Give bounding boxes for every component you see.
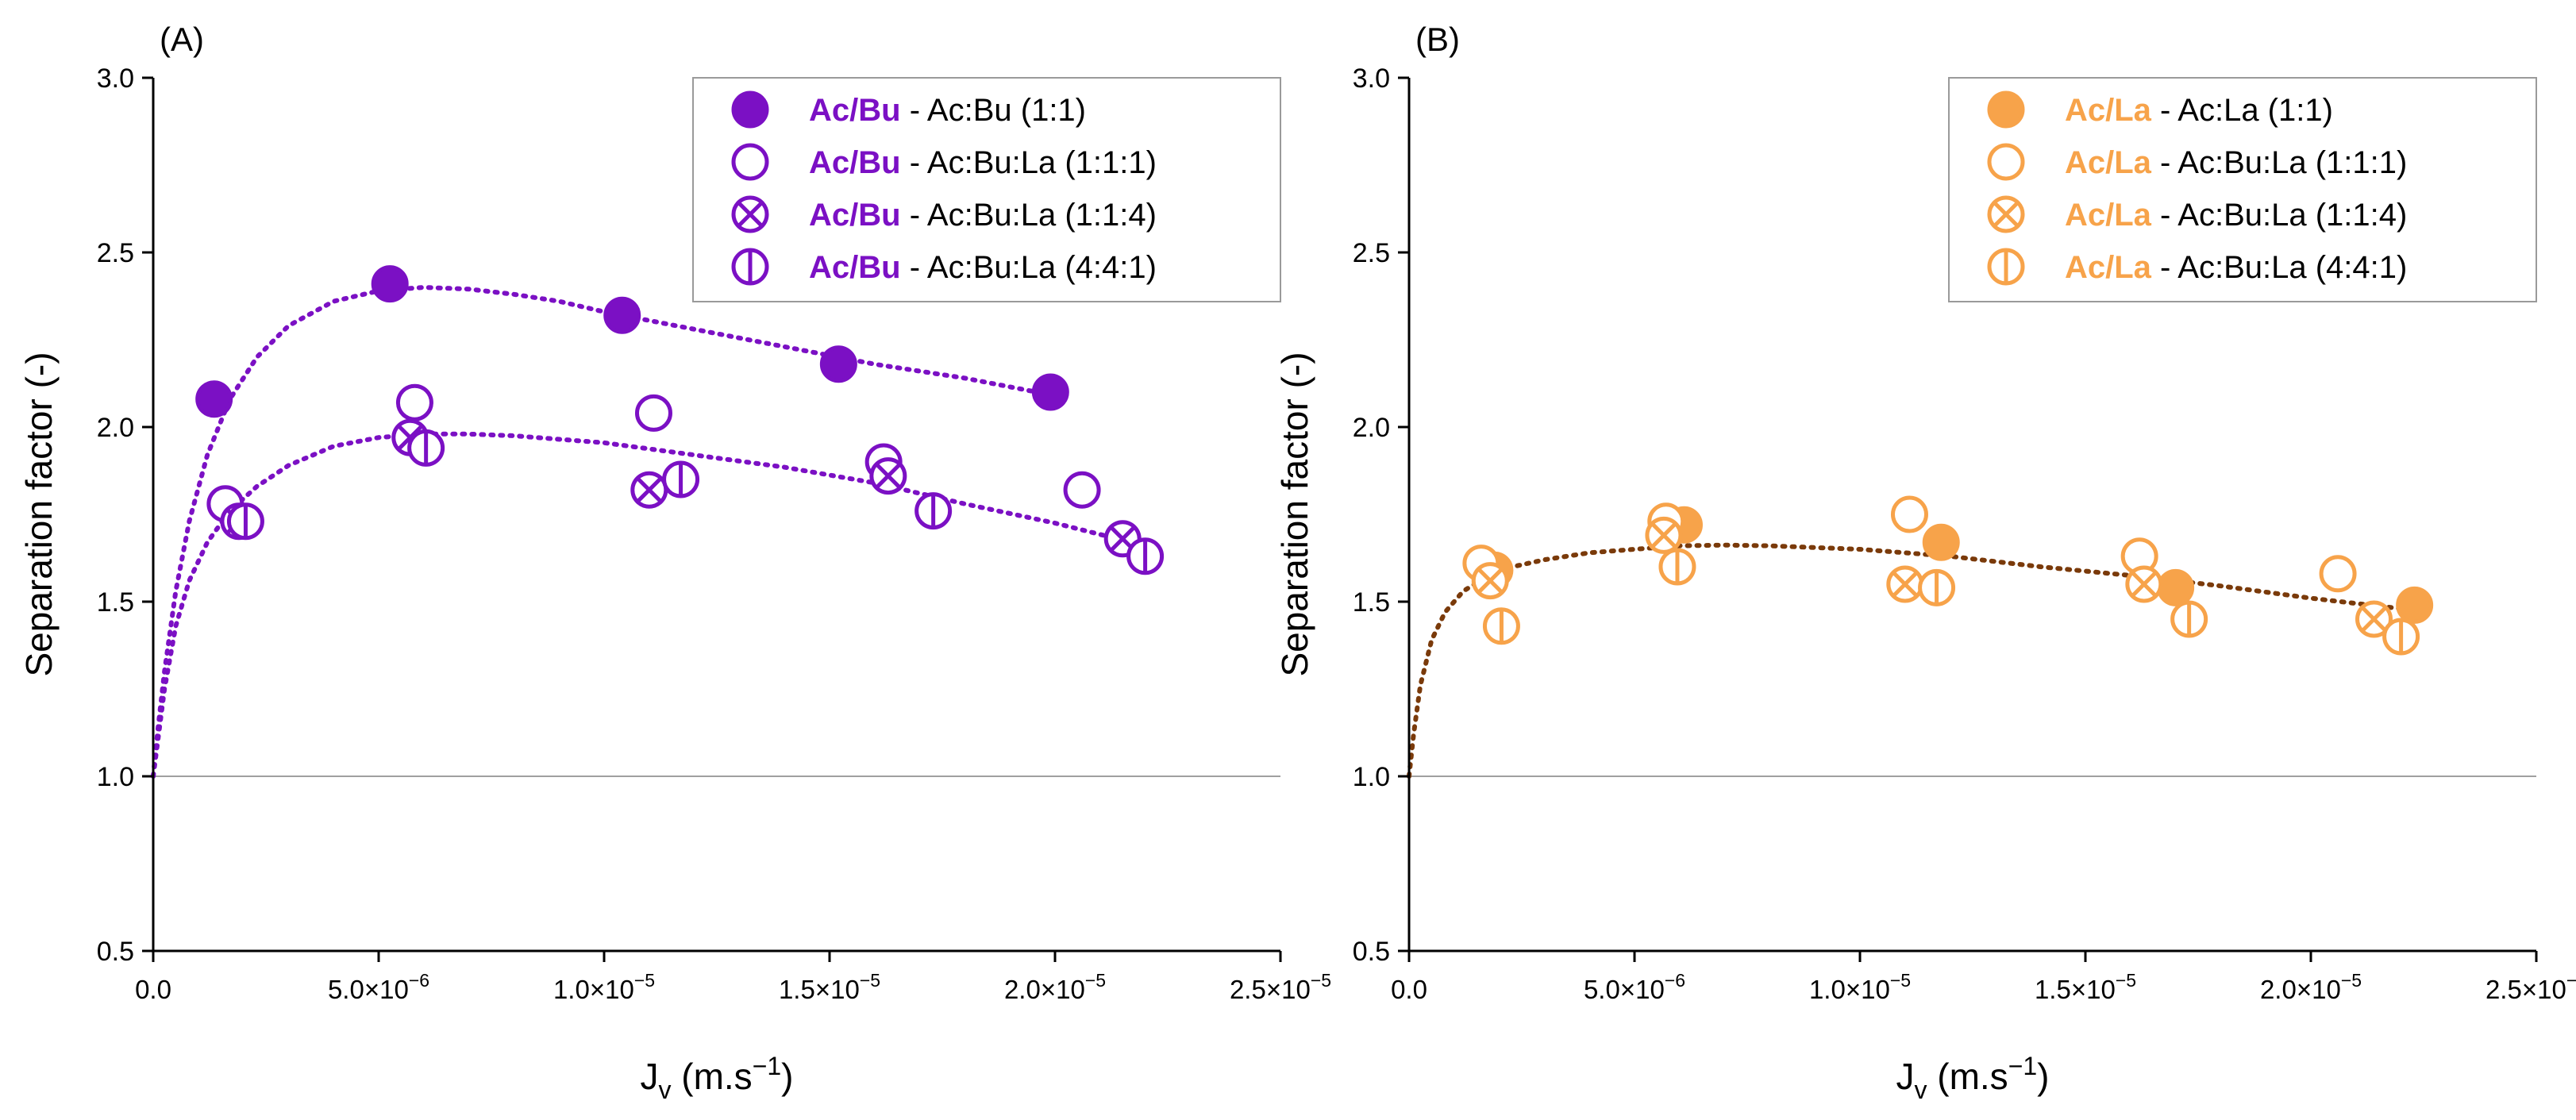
y-tick-label: 1.5 xyxy=(97,587,134,618)
y-tick-label: 2.0 xyxy=(97,413,134,443)
data-point xyxy=(2355,600,2393,638)
panel-a-label: (A) xyxy=(160,21,204,58)
y-tick-label: 2.5 xyxy=(1353,238,1390,268)
legend-box xyxy=(1948,77,2537,302)
x-tick-label: 0.0 xyxy=(135,975,171,1004)
y-tick-label: 3.0 xyxy=(1353,64,1390,94)
data-point xyxy=(869,457,907,495)
legend-entry: Ac/La - Ac:Bu:La (1:1:1) xyxy=(2065,145,2407,180)
x-tick-label: 1.0×10−5 xyxy=(553,970,655,1004)
panel-a-chart: 0.0 5.0×10−6 1.0×10−5 1.5×10−5 2.0×10−5 2.5×1… xyxy=(18,21,1331,1104)
y-tick-label: 1.5 xyxy=(1353,587,1390,618)
data-point xyxy=(1031,373,1069,411)
series-crossed xyxy=(1471,516,2393,638)
fit-curve-1 xyxy=(1407,542,2404,779)
legend-entry: Ac/Bu - Ac:Bu:La (4:4:1) xyxy=(809,250,1157,285)
data-point xyxy=(1886,565,1924,603)
data-point xyxy=(195,380,233,418)
series-filled xyxy=(195,265,1069,418)
y-tick-label: 3.0 xyxy=(97,64,134,94)
legend-marker xyxy=(731,195,769,233)
legend-marker xyxy=(731,143,769,181)
x-tick-label: 5.0×10−6 xyxy=(328,970,429,1004)
x-tick-label: 1.0×10−5 xyxy=(1809,970,1911,1004)
data-point xyxy=(2382,618,2420,656)
y-axis-label: Separation factor (-) xyxy=(18,352,60,676)
data-point xyxy=(2170,600,2208,638)
legend-entry: Ac/La - Ac:Bu:La (1:1:4) xyxy=(2065,198,2407,233)
y-axis-label: Separation factor (-) xyxy=(1274,352,1315,676)
panel-b-legend: Ac/La - Ac:La (1:1) Ac/La - Ac:Bu:La (1:1… xyxy=(1948,77,2537,302)
data-point xyxy=(1471,562,1509,600)
x-tick-label: 2.5×10−5 xyxy=(2486,970,2576,1004)
data-point xyxy=(395,383,433,421)
fit-curve-2 xyxy=(151,431,1148,779)
data-point xyxy=(630,471,668,509)
legend-marker xyxy=(1987,248,2025,286)
data-point xyxy=(2396,586,2434,624)
data-point xyxy=(407,429,445,467)
x-axis-label: Jv (m.s−1) xyxy=(1896,1052,2049,1104)
data-point xyxy=(1890,495,1928,533)
legend-marker xyxy=(1987,195,2025,233)
data-point xyxy=(2319,555,2357,593)
data-point xyxy=(662,460,700,498)
data-point xyxy=(1645,516,1683,554)
y-tick-label: 0.5 xyxy=(97,937,134,967)
data-point xyxy=(819,345,857,383)
series-vbar xyxy=(1482,548,2420,656)
y-tick-label: 2.5 xyxy=(97,238,134,268)
x-tick-label: 2.0×10−5 xyxy=(1004,970,1106,1004)
data-point xyxy=(226,502,264,541)
series-vbar xyxy=(226,429,1165,575)
legend-entry: Ac/Bu - Ac:Bu:La (1:1:4) xyxy=(809,198,1157,233)
data-point xyxy=(634,394,672,432)
data-point xyxy=(1063,471,1101,509)
series-filled xyxy=(1476,506,2434,624)
x-tick-label: 5.0×10−6 xyxy=(1584,970,1685,1004)
legend-entry: Ac/Bu - Ac:Bu:La (1:1:1) xyxy=(809,145,1157,180)
fit-curve-1 xyxy=(151,284,1057,779)
legend-marker xyxy=(731,90,769,129)
x-tick-label: 2.5×10−5 xyxy=(1230,970,1331,1004)
legend-entry: Ac/Bu - Ac:Bu (1:1) xyxy=(809,93,1086,128)
y-tick-label: 2.0 xyxy=(1353,413,1390,443)
x-tick-label: 2.0×10−5 xyxy=(2260,970,2362,1004)
data-point xyxy=(1918,568,1956,606)
panel-b-label: (B) xyxy=(1415,21,1460,58)
legend-box xyxy=(692,77,1281,302)
data-point xyxy=(914,492,953,530)
panel-a-legend: Ac/Bu - Ac:Bu (1:1) Ac/Bu - Ac:Bu:La (1:1… xyxy=(692,77,1281,302)
x-axis-label: Jv (m.s−1) xyxy=(640,1052,793,1104)
x-tick-label: 1.5×10−5 xyxy=(2035,970,2136,1004)
panel-b-chart: 0.0 5.0×10−6 1.0×10−5 1.5×10−5 2.0×10−5 2.5×1… xyxy=(1274,21,2576,1104)
x-tick-label: 0.0 xyxy=(1391,975,1427,1004)
legend-marker xyxy=(1987,143,2025,181)
y-tick-label: 0.5 xyxy=(1353,937,1390,967)
legend-marker xyxy=(1987,90,2025,129)
data-point xyxy=(1482,607,1520,645)
data-point xyxy=(603,296,641,334)
legend-marker xyxy=(731,248,769,286)
data-point xyxy=(1658,548,1696,586)
legend-entry: Ac/La - Ac:Bu:La (4:4:1) xyxy=(2065,250,2407,285)
data-point xyxy=(2157,568,2195,606)
x-tick-label: 1.5×10−5 xyxy=(779,970,880,1004)
data-point xyxy=(1922,523,1960,561)
data-point xyxy=(371,265,409,303)
data-point xyxy=(1126,537,1165,575)
y-tick-label: 1.0 xyxy=(1353,762,1390,792)
data-point xyxy=(2125,565,2163,603)
legend-entry: Ac/La - Ac:La (1:1) xyxy=(2065,93,2333,128)
y-tick-label: 1.0 xyxy=(97,762,134,792)
